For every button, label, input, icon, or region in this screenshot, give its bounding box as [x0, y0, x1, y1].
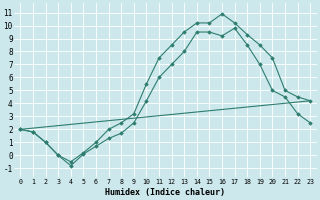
X-axis label: Humidex (Indice chaleur): Humidex (Indice chaleur) [105, 188, 225, 197]
